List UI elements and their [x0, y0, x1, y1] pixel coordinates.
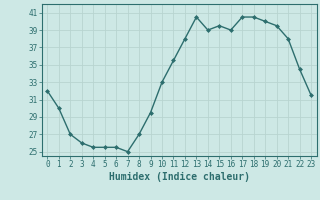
X-axis label: Humidex (Indice chaleur): Humidex (Indice chaleur) [109, 172, 250, 182]
